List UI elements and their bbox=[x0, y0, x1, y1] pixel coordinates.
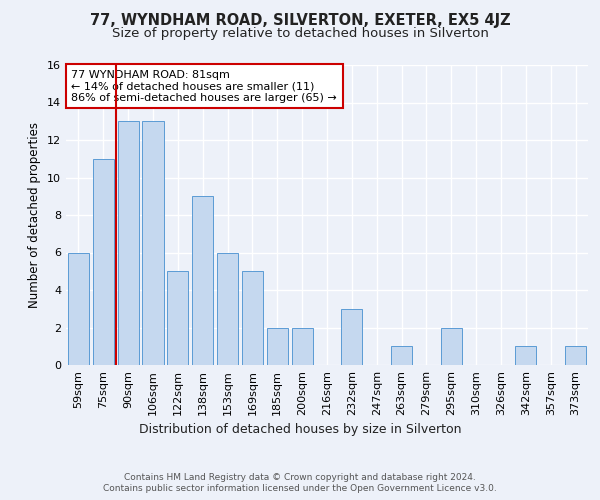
Bar bbox=[118, 121, 139, 365]
Bar bbox=[167, 271, 188, 365]
Bar bbox=[142, 121, 164, 365]
Bar bbox=[267, 328, 288, 365]
Bar bbox=[217, 252, 238, 365]
Y-axis label: Number of detached properties: Number of detached properties bbox=[28, 122, 41, 308]
Text: Contains HM Land Registry data © Crown copyright and database right 2024.: Contains HM Land Registry data © Crown c… bbox=[124, 472, 476, 482]
Bar bbox=[192, 196, 213, 365]
Bar bbox=[292, 328, 313, 365]
Bar bbox=[341, 308, 362, 365]
Bar bbox=[391, 346, 412, 365]
Bar bbox=[93, 159, 114, 365]
Text: 77, WYNDHAM ROAD, SILVERTON, EXETER, EX5 4JZ: 77, WYNDHAM ROAD, SILVERTON, EXETER, EX5… bbox=[89, 12, 511, 28]
Bar bbox=[242, 271, 263, 365]
Bar bbox=[68, 252, 89, 365]
Text: Contains public sector information licensed under the Open Government Licence v3: Contains public sector information licen… bbox=[103, 484, 497, 493]
Text: Size of property relative to detached houses in Silverton: Size of property relative to detached ho… bbox=[112, 28, 488, 40]
Bar bbox=[515, 346, 536, 365]
Bar bbox=[441, 328, 462, 365]
Bar bbox=[565, 346, 586, 365]
Text: Distribution of detached houses by size in Silverton: Distribution of detached houses by size … bbox=[139, 422, 461, 436]
Text: 77 WYNDHAM ROAD: 81sqm
← 14% of detached houses are smaller (11)
86% of semi-det: 77 WYNDHAM ROAD: 81sqm ← 14% of detached… bbox=[71, 70, 337, 102]
